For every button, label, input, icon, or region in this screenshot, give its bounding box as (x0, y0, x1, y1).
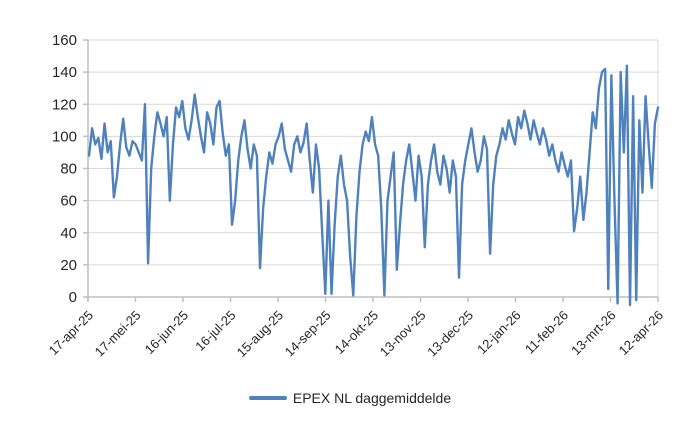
svg-text:100: 100 (52, 128, 77, 145)
svg-text:13-mrt-26: 13-mrt-26 (568, 308, 618, 358)
svg-text:160: 160 (52, 32, 77, 49)
svg-text:14-sep-25: 14-sep-25 (282, 308, 334, 360)
svg-text:16-jun-25: 16-jun-25 (142, 308, 191, 357)
svg-text:12-apr-26: 12-apr-26 (616, 308, 666, 358)
svg-text:17-apr-25: 17-apr-25 (46, 308, 96, 358)
svg-text:80: 80 (60, 161, 77, 178)
svg-text:15-aug-25: 15-aug-25 (234, 308, 287, 361)
svg-text:40: 40 (60, 225, 77, 242)
svg-text:140: 140 (52, 64, 77, 81)
svg-text:13-dec-25: 13-dec-25 (424, 308, 476, 360)
svg-text:120: 120 (52, 96, 77, 113)
svg-text:20: 20 (60, 257, 77, 274)
svg-text:13-nov-25: 13-nov-25 (377, 308, 429, 360)
svg-text:60: 60 (60, 193, 77, 210)
svg-text:12-jan-26: 12-jan-26 (474, 308, 523, 357)
svg-text:14-okt-25: 14-okt-25 (332, 308, 381, 357)
legend-line-swatch (248, 396, 287, 400)
svg-text:16-jul-25: 16-jul-25 (192, 308, 238, 354)
svg-text:11-feb-26: 11-feb-26 (522, 308, 571, 357)
legend: EPEX NL daggemiddelde (0, 390, 700, 406)
legend-label: EPEX NL daggemiddelde (292, 390, 452, 406)
chart-svg: 02040608010012014016017-apr-2517-mei-251… (46, 32, 666, 361)
svg-text:17-mei-25: 17-mei-25 (92, 308, 144, 360)
svg-text:0: 0 (69, 289, 77, 306)
